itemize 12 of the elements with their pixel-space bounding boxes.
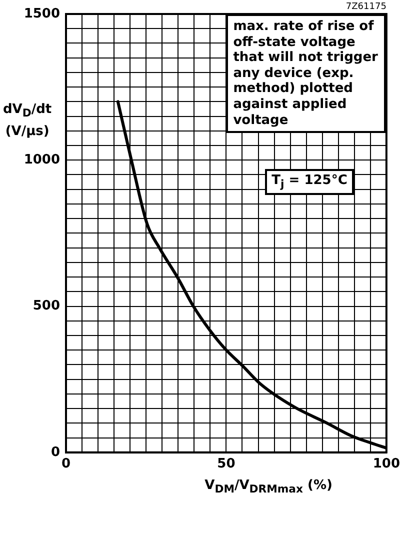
x-tick-label: 100 (372, 456, 400, 472)
annotation: max. rate of rise of off-state voltage that will not trigger any device (exp. method) plotted against applied voltage (226, 14, 386, 134)
y-tick-label: 1000 (24, 152, 60, 168)
x-tick-label: 0 (61, 456, 71, 472)
x-tick-label: 50 (217, 456, 236, 472)
annotation: T$_{j}$ = 125°C (264, 169, 354, 195)
y-tick-label: 1500 (24, 6, 60, 22)
y-tick-label: 0 (50, 444, 60, 460)
text: 7Z61175 (346, 2, 386, 13)
y-axis-title: dV$_{D}$/dt (V/µs) (3, 102, 52, 140)
y-tick-label: 500 (32, 298, 60, 314)
x-axis-title: V$_{DM}$/V$_{DRMmax}$ (%) (204, 478, 332, 496)
